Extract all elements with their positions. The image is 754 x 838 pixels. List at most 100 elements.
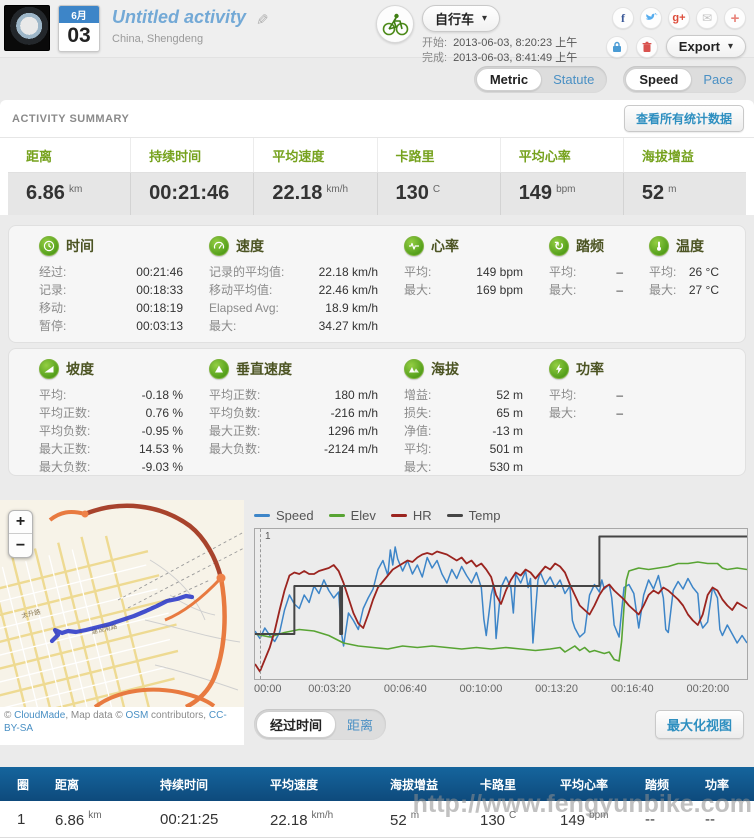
- activity-title[interactable]: Untitled activity: [112, 7, 247, 27]
- stat-label: 暂停:: [39, 319, 67, 333]
- toggle-pace[interactable]: Pace: [703, 71, 733, 87]
- power-bolt-icon: [549, 359, 569, 379]
- map-zoom-in-button[interactable]: +: [9, 511, 32, 534]
- toggle-elapsed-time[interactable]: 经过时间: [256, 711, 337, 738]
- route-map[interactable]: 建设南路 太升路 + − © CloudMade, Map data © OSM…: [0, 500, 244, 745]
- column-header[interactable]: 距离: [55, 777, 80, 792]
- activity-type-value: 自行车: [435, 12, 475, 27]
- map-zoom-control: + −: [8, 510, 33, 558]
- summary-value: 6.86: [26, 182, 65, 204]
- view-all-stats-button[interactable]: 查看所有统计数据: [623, 105, 744, 132]
- lap-number-marker: 1: [265, 531, 271, 542]
- stat-label: 平均正数:: [209, 388, 261, 402]
- lap-row[interactable]: 1 6.86 km 00:21:25 22.18 km/h 52 m 130 C 149…: [0, 801, 754, 838]
- legend-item-elev[interactable]: Elev: [328, 508, 376, 523]
- x-axis-mode-toggle: 经过时间 距离: [254, 709, 387, 740]
- stat-value: 26 °C: [688, 265, 719, 279]
- email-icon[interactable]: ✉: [696, 7, 718, 29]
- map-zoom-out-button[interactable]: −: [15, 536, 26, 554]
- summary-unit: km: [68, 184, 83, 195]
- stat-label: 最大负数:: [209, 442, 261, 456]
- temp-line: [255, 537, 747, 635]
- section-title: 时间: [66, 238, 94, 254]
- lap-cell: 130 C: [480, 809, 517, 829]
- stat-label: 平均负数:: [209, 406, 261, 420]
- stat-value: 52 m: [496, 388, 523, 402]
- stat-label: Elapsed Avg:: [209, 301, 279, 315]
- x-tick-label: 00:13:20: [535, 683, 579, 695]
- stat-value: 0.76 %: [145, 406, 183, 420]
- twitter-icon[interactable]: [640, 7, 662, 29]
- legend-item-hr[interactable]: HR: [390, 507, 432, 523]
- mountains-icon: [404, 359, 424, 379]
- elev-line: [255, 562, 747, 661]
- activity-times: 开始: 2013-06-03, 8:20:23 上午 完成: 2013-06-03,…: [422, 36, 577, 66]
- column-header[interactable]: 圈: [17, 777, 30, 792]
- lock-icon[interactable]: [605, 35, 628, 58]
- legend-item-temp[interactable]: Temp: [446, 508, 500, 523]
- column-header[interactable]: 平均心率: [560, 777, 609, 792]
- start-label: 开始:: [422, 37, 448, 49]
- stat-value: 00:03:13: [136, 319, 183, 333]
- stat-value: 00:21:46: [136, 265, 183, 279]
- section-title: 踏频: [576, 238, 604, 254]
- column-header[interactable]: 持续时间: [160, 777, 209, 792]
- maximize-view-button[interactable]: 最大化视图: [654, 710, 744, 739]
- column-header[interactable]: 平均速度: [270, 777, 319, 792]
- osm-link[interactable]: OSM: [125, 710, 149, 721]
- stat-value: 501 m: [489, 442, 523, 456]
- googleplus-icon[interactable]: g+: [668, 7, 690, 29]
- section-power: 功率 平均: – 最大: –: [549, 359, 649, 467]
- toggle-speed[interactable]: Speed: [625, 67, 693, 91]
- toggle-metric[interactable]: Metric: [475, 67, 543, 91]
- x-tick-label: 00:06:40: [383, 683, 427, 695]
- section-title: 海拔: [431, 361, 459, 377]
- stat-label: 移动:: [39, 301, 67, 315]
- legend-label: Speed: [276, 507, 314, 523]
- thermometer-icon: [649, 236, 669, 256]
- map-canvas[interactable]: 建设南路 太升路: [0, 500, 244, 707]
- edit-pencil-icon[interactable]: ✎: [256, 12, 269, 29]
- title-block: Untitled activity ✎ China, Shengdeng: [112, 5, 362, 45]
- toggle-distance[interactable]: 距离: [347, 718, 374, 733]
- activity-chart-panel: Speed Elev HR Temp 1 00:00 00:03:20 00:06:…: [244, 500, 754, 745]
- cloudmade-link[interactable]: CloudMade: [14, 710, 66, 721]
- stat-label: 平均:: [549, 265, 577, 279]
- toggle-statute[interactable]: Statute: [553, 71, 595, 87]
- summary-bar-headers: 距离 持续时间 平均速度 卡路里 平均心率 海拔增益: [8, 138, 746, 173]
- cadence-icon: ↻: [549, 236, 569, 256]
- summary-value: 22.18: [272, 182, 323, 204]
- stat-label: 记录的平均值:: [209, 265, 285, 279]
- summary-value: 52: [641, 182, 665, 204]
- license-link[interactable]: CC-BY-SA: [4, 710, 227, 734]
- section-temperature: 温度 平均: 26 °C 最大: 27 °C: [649, 236, 745, 334]
- summary-header: 卡路里: [378, 138, 501, 172]
- x-tick-label: 00:16:40: [610, 683, 654, 695]
- gps-route-line: [49, 593, 195, 644]
- legend-dash: [446, 513, 463, 517]
- stat-value: 00:18:33: [136, 283, 183, 297]
- section-title: 垂直速度: [236, 361, 292, 377]
- timeseries-chart[interactable]: 1: [254, 528, 748, 680]
- summary-header: 持续时间: [131, 138, 255, 172]
- column-header[interactable]: 踏频: [645, 777, 670, 792]
- chart-x-axis: 00:00 00:03:20 00:06:40 00:10:00 00:13:20 00:…: [254, 683, 748, 700]
- legend-item-speed[interactable]: Speed: [254, 508, 314, 523]
- column-header[interactable]: 卡路里: [480, 777, 517, 792]
- stat-value: -0.18 %: [141, 388, 183, 402]
- column-header[interactable]: 海拔增益: [390, 777, 439, 792]
- stat-value: -2124 m/h: [323, 442, 378, 456]
- grade-icon: [39, 359, 59, 379]
- map-attribution: © CloudMade, Map data © OSM contributors…: [4, 710, 227, 734]
- delete-trash-icon[interactable]: [635, 35, 658, 58]
- legend-label: HR: [412, 507, 432, 523]
- activity-type-dropdown[interactable]: 自行车 ▾: [422, 5, 501, 32]
- stat-value: –: [616, 406, 623, 420]
- plus-icon[interactable]: +: [724, 7, 746, 29]
- end-time: 2013-06-03, 8:41:49 上午: [453, 52, 578, 64]
- export-button[interactable]: Export ▾: [665, 35, 746, 58]
- column-header[interactable]: 功率: [705, 777, 730, 792]
- user-avatar[interactable]: [4, 5, 50, 51]
- stat-label: 最大负数:: [39, 460, 91, 474]
- facebook-icon[interactable]: f: [612, 7, 634, 29]
